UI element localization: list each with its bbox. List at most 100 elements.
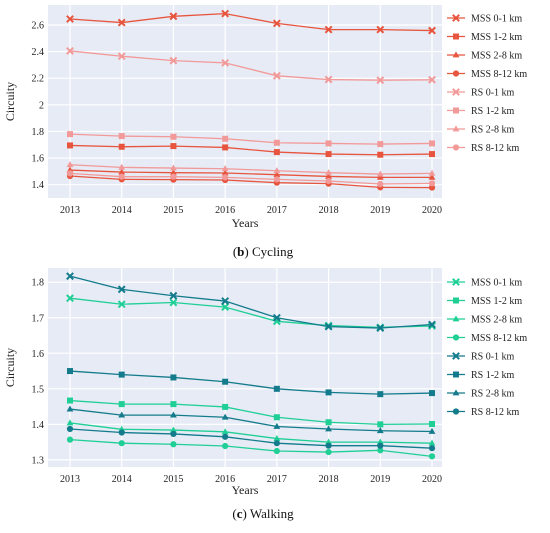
data-point <box>170 411 177 418</box>
x-tick-label: 2017 <box>267 474 287 485</box>
legend-entry: MSS 8-12 km <box>471 69 527 80</box>
data-point <box>325 151 332 158</box>
y-tick-label: 2.2 <box>32 74 45 85</box>
series-line <box>69 12 433 32</box>
data-point <box>170 441 177 448</box>
legend-marker <box>452 278 460 286</box>
data-point <box>325 177 332 185</box>
data-point <box>221 58 230 67</box>
data-point <box>222 433 229 440</box>
data-point <box>377 141 384 148</box>
x-tick-label: 2020 <box>422 474 442 485</box>
data-point <box>67 131 73 138</box>
series-line <box>69 408 433 433</box>
series-line <box>69 133 433 145</box>
data-point <box>118 429 125 436</box>
data-point <box>221 165 229 172</box>
data-point <box>377 151 384 158</box>
legend-entry: MSS 2-8 km <box>471 315 522 326</box>
data-point <box>377 391 384 398</box>
series-line <box>69 169 432 179</box>
legend-entry: RS 8-12 km <box>471 143 520 154</box>
data-point <box>377 442 384 449</box>
data-point <box>118 143 125 150</box>
series-line <box>69 172 433 185</box>
legend-marker <box>452 14 460 22</box>
x-tick-label: 2016 <box>215 205 235 216</box>
legend-marker <box>452 51 460 58</box>
data-point <box>66 47 74 55</box>
x-tick-label: 2013 <box>60 205 80 216</box>
x-axis-label: Years <box>232 483 259 497</box>
plot-area <box>48 5 442 198</box>
series-line <box>69 144 433 156</box>
data-point <box>221 413 229 420</box>
data-point <box>325 425 332 432</box>
x-tick-label: 2016 <box>215 474 235 485</box>
data-point <box>428 180 436 187</box>
legend-marker <box>453 33 459 40</box>
series-mss-0-1-km <box>66 9 436 35</box>
legend-entry: RS 1-2 km <box>471 370 515 381</box>
data-point <box>273 149 280 156</box>
data-point <box>170 143 177 150</box>
legend-marker <box>452 125 460 132</box>
data-point <box>376 324 385 332</box>
x-tick-label: 2017 <box>267 205 287 216</box>
data-point <box>428 75 436 84</box>
data-point <box>169 56 178 65</box>
data-point <box>222 403 229 410</box>
data-point <box>170 401 177 408</box>
data-point <box>66 272 74 281</box>
data-point <box>273 167 281 174</box>
data-point <box>169 291 178 300</box>
data-point <box>273 139 280 146</box>
data-point <box>170 430 177 438</box>
y-tick-label: 1.8 <box>32 127 45 138</box>
data-point <box>221 169 229 176</box>
data-point <box>170 374 177 381</box>
series-mss-8-12-km <box>66 436 436 460</box>
caption-text: Walking <box>250 506 294 521</box>
legend-entry: RS 1-2 km <box>471 106 515 117</box>
data-point <box>118 401 125 408</box>
data-point <box>118 168 126 175</box>
legend-marker <box>452 144 460 151</box>
data-point <box>325 448 332 456</box>
legend-entry: RS 0-1 km <box>471 88 515 99</box>
data-point <box>170 164 177 171</box>
data-point <box>429 421 435 428</box>
data-point <box>222 135 229 142</box>
data-point <box>118 371 125 378</box>
y-tick-label: 1.7 <box>32 313 45 324</box>
data-point <box>428 320 436 329</box>
data-point <box>377 447 384 454</box>
x-tick-label: 2015 <box>163 205 183 216</box>
data-point <box>429 390 435 397</box>
data-point <box>66 425 74 433</box>
x-tick-label: 2014 <box>112 474 132 485</box>
series-line <box>69 370 433 395</box>
y-tick-label: 1.8 <box>32 278 45 289</box>
data-point <box>169 12 178 21</box>
data-point <box>67 142 73 149</box>
y-tick-label: 1.6 <box>32 349 45 360</box>
y-tick-label: 2 <box>39 100 44 111</box>
data-point <box>325 172 332 179</box>
data-point <box>66 294 74 303</box>
data-point <box>222 144 229 151</box>
data-point <box>273 422 281 429</box>
legend-entry: RS 0-1 km <box>471 352 515 363</box>
series-line <box>69 297 433 328</box>
legend-marker <box>452 315 460 322</box>
data-point <box>428 453 436 460</box>
y-tick-label: 1.6 <box>32 154 45 165</box>
series-rs-8-12-km <box>66 425 436 452</box>
data-point <box>66 436 74 443</box>
x-tick-label: 2014 <box>112 205 132 216</box>
data-point <box>377 421 384 428</box>
x-tick-label: 2018 <box>319 474 339 485</box>
series-mss-1-2-km <box>67 397 435 428</box>
legend-marker <box>452 88 460 96</box>
legend-marker <box>452 389 460 396</box>
